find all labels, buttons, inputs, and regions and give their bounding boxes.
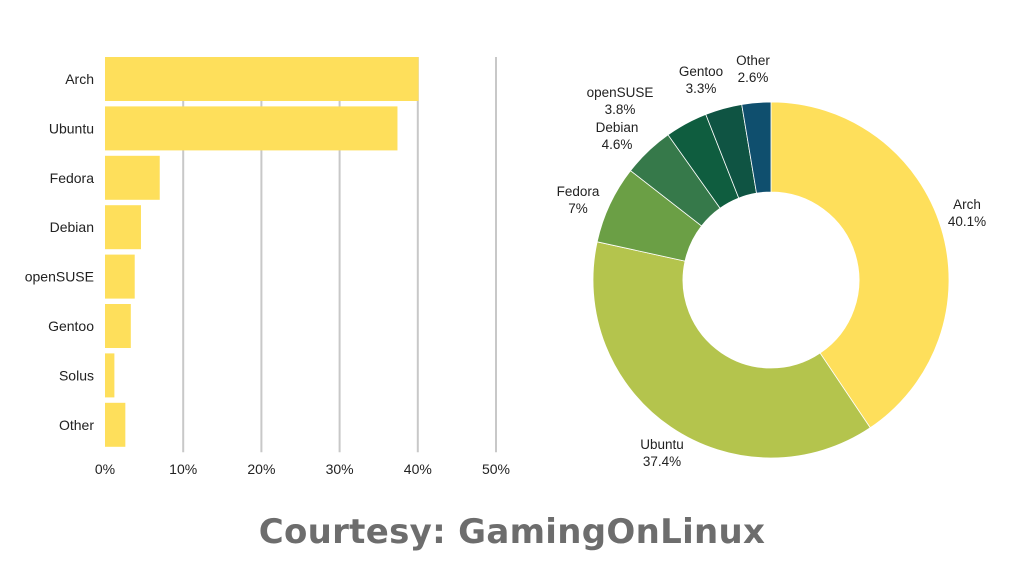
slice-value-label: 7% xyxy=(568,201,588,216)
x-tick-label: 50% xyxy=(482,461,510,477)
slice-value-label: 2.6% xyxy=(738,70,769,85)
slice-label: Fedora xyxy=(557,184,600,199)
category-label: Debian xyxy=(50,219,94,235)
category-label: Ubuntu xyxy=(49,120,94,136)
slice-label: Debian xyxy=(596,120,639,135)
bar xyxy=(105,205,141,250)
slice-value-label: 40.1% xyxy=(948,214,986,229)
category-label: Gentoo xyxy=(48,318,94,334)
category-label: Other xyxy=(59,417,94,433)
donut-slice xyxy=(592,241,871,459)
category-label: Arch xyxy=(65,71,94,87)
slice-value-label: 3.3% xyxy=(686,81,717,96)
bar xyxy=(105,353,115,398)
bar xyxy=(105,106,398,151)
bar xyxy=(105,254,135,299)
slice-label: Gentoo xyxy=(679,64,723,79)
slice-value-label: 3.8% xyxy=(605,102,636,117)
bar xyxy=(105,402,126,447)
x-tick-label: 0% xyxy=(95,461,115,477)
slice-value-label: 4.6% xyxy=(602,137,633,152)
x-tick-label: 10% xyxy=(169,461,197,477)
bar xyxy=(105,304,131,348)
slice-label: Other xyxy=(736,53,770,68)
slice-label: Ubuntu xyxy=(640,437,684,452)
slice-value-label: 37.4% xyxy=(643,454,681,469)
donut-slice xyxy=(741,101,772,194)
x-tick-label: 20% xyxy=(247,461,275,477)
bar-chart: Arch Ubuntu Fedora Debian openSUSE Gentoo Solu… xyxy=(25,57,510,477)
bar xyxy=(105,155,160,200)
x-tick-label: 30% xyxy=(326,461,354,477)
category-label: openSUSE xyxy=(25,269,94,285)
bar xyxy=(105,57,419,101)
x-tick-label: 40% xyxy=(404,461,432,477)
category-label: Fedora xyxy=(50,170,95,186)
credit-text: Courtesy: GamingOnLinux xyxy=(258,512,766,552)
slice-label: openSUSE xyxy=(587,85,654,100)
category-label: Solus xyxy=(59,367,94,383)
slice-label: Arch xyxy=(953,197,981,212)
donut-chart: Arch 40.1% Ubuntu 37.4% Fedora 7% Debian 4.6% op… xyxy=(557,53,987,469)
donut-slice xyxy=(770,101,950,429)
